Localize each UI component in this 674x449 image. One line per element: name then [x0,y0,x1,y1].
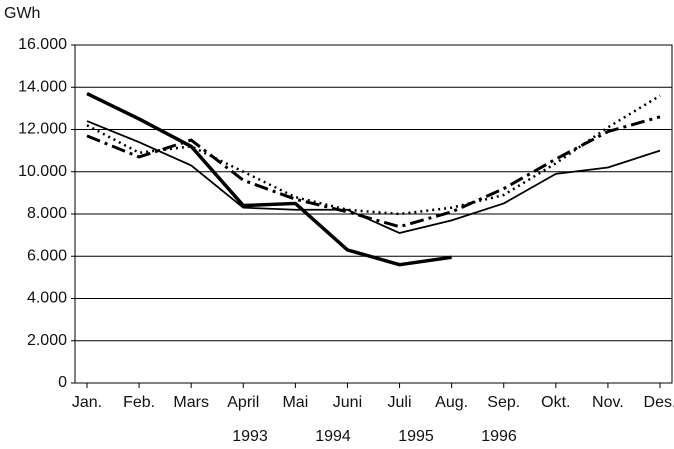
legend-label: 1996 [481,428,517,445]
plot-frame [74,44,673,384]
x-tick-label: Feb. [123,394,155,411]
x-tick-label: Sep. [487,394,520,411]
y-tick-label: 8.000 [27,205,67,222]
x-tick-label: Aug. [435,394,468,411]
legend-label: 1993 [232,428,268,445]
y-tick-label: 4.000 [27,290,67,307]
x-tick-label: Mai [282,394,308,411]
x-tick-label: April [227,394,259,411]
y-tick-label: 0 [58,374,67,391]
y-tick-label: 12.000 [18,121,67,138]
x-tick-label: Des. [644,394,674,411]
x-tick-label: Mars [173,394,209,411]
y-tick-label: 16.000 [18,36,67,53]
x-tick-label: Juni [333,394,362,411]
series-line [86,94,661,216]
series-line [86,120,661,234]
x-tick-label: Juli [388,394,412,411]
legend-label: 1994 [315,428,351,445]
y-tick-label: 14.000 [18,78,67,95]
legend-label: 1995 [398,428,434,445]
x-tick-label: Nov. [592,394,624,411]
x-tick-label: Okt. [541,394,570,411]
y-tick-label: 6.000 [27,247,67,264]
y-tick-label: 10.000 [18,163,67,180]
y-axis-label: GWh [4,5,40,22]
y-tick-label: 2.000 [27,332,67,349]
x-tick-label: Jan. [72,394,102,411]
series-line [86,92,452,267]
